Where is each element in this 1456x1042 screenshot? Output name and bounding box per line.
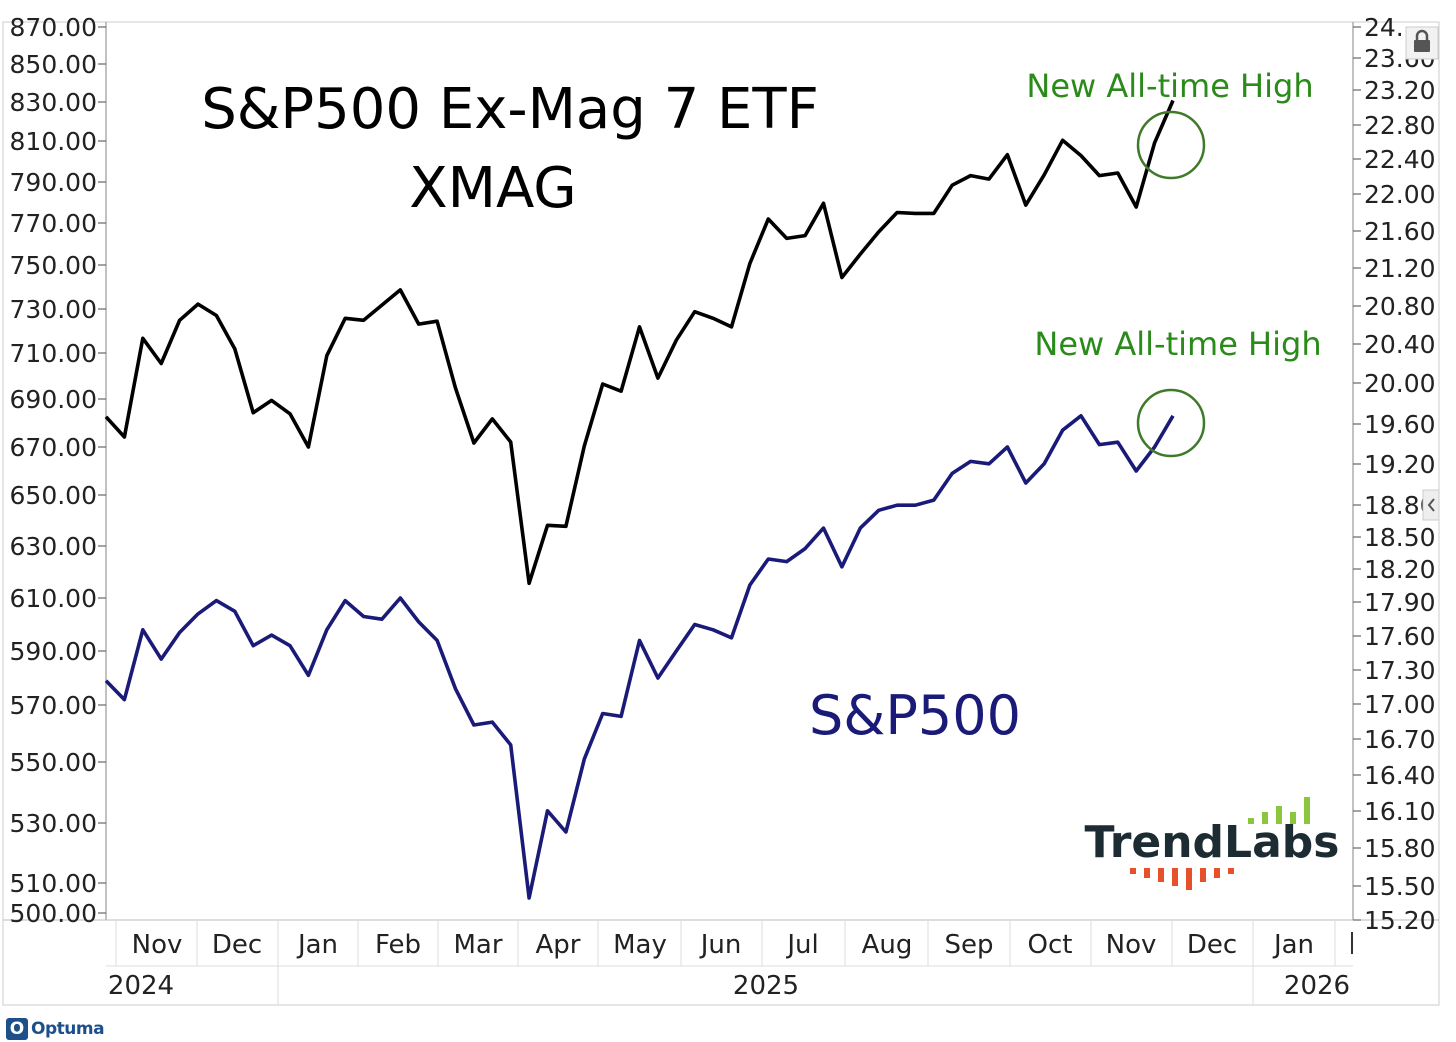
left-tick-label: 770.00 <box>10 209 97 238</box>
left-tick-label: 510.00 <box>10 869 97 898</box>
logo-bar-icon <box>1214 868 1220 878</box>
logo-bar-icon <box>1158 868 1164 882</box>
right-tick-label: 20.00 <box>1364 369 1436 398</box>
right-tick-label: 19.60 <box>1364 410 1436 439</box>
left-tick-label: 610.00 <box>10 584 97 613</box>
left-tick-label: 810.00 <box>10 127 97 156</box>
right-tick-label: 17.60 <box>1364 622 1436 651</box>
left-tick-label: 630.00 <box>10 532 97 561</box>
left-tick-label: 850.00 <box>10 50 97 79</box>
month-tick-label: Jul <box>785 930 818 960</box>
left-tick-label: 590.00 <box>10 637 97 666</box>
month-tick-label: Feb <box>375 930 421 960</box>
left-tick-label: 870.00 <box>10 13 97 42</box>
month-tick-label: Mar <box>453 930 502 960</box>
month-tick-label: Dec <box>1187 930 1237 960</box>
chart-subtitle: XMAG <box>409 156 576 221</box>
trendlabs-logo: TrendLabs <box>1085 797 1340 890</box>
right-tick-label: 20.80 <box>1364 292 1436 321</box>
logo-text: TrendLabs <box>1085 817 1340 868</box>
right-tick-label: 17.30 <box>1364 656 1436 685</box>
xmag-series-line <box>104 99 1175 586</box>
left-tick-label: 550.00 <box>10 748 97 777</box>
logo-bar-icon <box>1172 868 1178 886</box>
month-tick-label: Jan <box>296 930 338 960</box>
right-tick-label: 17.90 <box>1364 588 1436 617</box>
right-tick-label: 19.20 <box>1364 450 1436 479</box>
right-tick-label: 15.50 <box>1364 872 1436 901</box>
chart-frame <box>2 21 1440 1006</box>
left-tick-label: 570.00 <box>10 691 97 720</box>
logo-bar-icon <box>1276 806 1282 824</box>
chart-title: S&P500 Ex-Mag 7 ETF <box>201 77 819 142</box>
right-tick-label: 22.80 <box>1364 111 1436 140</box>
year-tick-label: 2026 <box>1284 971 1350 1001</box>
right-tick-label: 24. <box>1364 13 1404 42</box>
right-tick-label: 16.70 <box>1364 725 1436 754</box>
right-tick-label: 22.00 <box>1364 180 1436 209</box>
left-tick-label: 690.00 <box>10 385 97 414</box>
logo-bar-icon <box>1304 797 1310 824</box>
right-tick-label: 18.20 <box>1364 555 1436 584</box>
left-tick-label: 500.00 <box>10 899 97 928</box>
month-tick-label: Apr <box>536 930 581 960</box>
optuma-footer: O Optuma <box>6 1018 105 1040</box>
logo-bar-icon <box>1290 812 1296 824</box>
left-axis-ticks: 870.00 850.00 830.00 810.00 790.00 770.00 750.… <box>10 13 106 928</box>
spx-series-line <box>104 414 1175 900</box>
month-tick-label: Jan <box>1272 930 1314 960</box>
spx-series-label: S&P500 <box>809 684 1021 747</box>
month-tick-label: May <box>613 930 667 960</box>
year-tick-label: 2024 <box>108 971 174 1001</box>
right-tick-label: 15.80 <box>1364 834 1436 863</box>
left-tick-label: 750.00 <box>10 251 97 280</box>
right-tick-label: 23.20 <box>1364 76 1436 105</box>
year-tick-label: 2025 <box>733 971 799 1001</box>
xmag-high-annotation: New All-time High <box>1026 67 1313 105</box>
month-tick-label: Jun <box>699 930 742 960</box>
right-tick-label: 22.40 <box>1364 145 1436 174</box>
logo-bar-icon <box>1130 868 1136 874</box>
spx-high-annotation: New All-time High <box>1034 325 1321 363</box>
logo-bar-icon <box>1144 868 1150 878</box>
lock-icon[interactable] <box>1405 26 1439 60</box>
left-tick-label: 710.00 <box>10 339 97 368</box>
right-tick-label: 21.60 <box>1364 217 1436 246</box>
month-tick-label: Dec <box>212 930 262 960</box>
right-tick-label: 16.10 <box>1364 797 1436 826</box>
x-axis-ticks: Nov Dec Jan Feb Mar Apr May Jun Jul Aug Sep Oct Nov D… <box>108 920 1353 1005</box>
left-tick-label: 730.00 <box>10 295 97 324</box>
collapse-panel-icon[interactable] <box>1422 489 1440 521</box>
right-tick-label: 18.50 <box>1364 523 1436 552</box>
spx-high-circle <box>1136 388 1206 458</box>
right-tick-label: 16.40 <box>1364 761 1436 790</box>
month-tick-label: Sep <box>944 930 993 960</box>
left-tick-label: 830.00 <box>10 88 97 117</box>
right-axis-ticks: 24.23.6023.2022.8022.4022.0021.6021.2020… <box>1353 13 1436 935</box>
month-tick-label: Aug <box>862 930 913 960</box>
logo-bar-icon <box>1200 868 1206 882</box>
right-tick-label: 15.20 <box>1364 906 1436 935</box>
month-tick-label: Nov <box>132 930 183 960</box>
xmag-high-circle <box>1136 110 1206 180</box>
right-tick-label: 20.40 <box>1364 330 1436 359</box>
left-tick-label: 650.00 <box>10 481 97 510</box>
logo-bar-icon <box>1248 818 1254 824</box>
left-tick-label: 670.00 <box>10 433 97 462</box>
logo-bar-icon <box>1262 812 1268 824</box>
right-tick-label: 21.20 <box>1364 254 1436 283</box>
logo-bar-icon <box>1186 868 1192 890</box>
right-tick-label: 17.00 <box>1364 690 1436 719</box>
month-tick-label: Oct <box>1028 930 1073 960</box>
left-tick-label: 530.00 <box>10 809 97 838</box>
logo-bar-icon <box>1228 868 1234 874</box>
month-tick-label: Nov <box>1106 930 1157 960</box>
optuma-logo-icon: O <box>6 1018 28 1040</box>
left-tick-label: 790.00 <box>10 168 97 197</box>
optuma-label: Optuma <box>31 1019 105 1039</box>
